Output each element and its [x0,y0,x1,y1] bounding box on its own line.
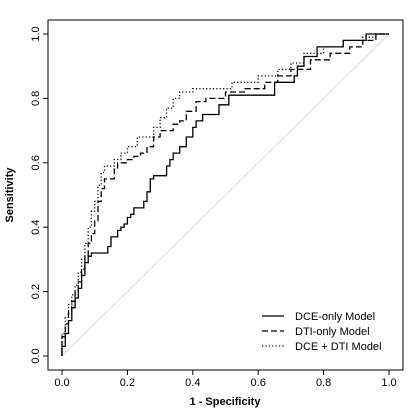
x-tick-label: 0.0 [54,377,69,389]
reference-layer [61,33,390,357]
y-axis: 0.0 0.2 0.4 0.6 0.8 1.0 [30,26,49,364]
legend-label-3: DCE + DTI Model [295,341,382,353]
series-line-2 [61,33,389,356]
x-tick-label: 1.0 [381,377,396,389]
legend-label-1: DCE-only Model [295,311,375,323]
x-axis: 0.0 0.2 0.4 0.6 0.8 1.0 [54,369,397,389]
y-axis-title: Sensitivity [4,167,16,223]
y-tick-label: 0.6 [30,155,42,170]
x-tick-label: 0.2 [120,377,135,389]
legend: DCE-only Model DTI-only Model DCE + DTI Mo… [262,311,382,353]
x-tick-label: 0.4 [185,377,200,389]
x-tick-label: 0.8 [316,377,331,389]
y-tick-label: 1.0 [30,26,42,41]
y-tick-label: 0.8 [30,91,42,106]
y-tick-label: 0.0 [30,348,42,363]
series-layer [61,33,389,356]
legend-label-2: DTI-only Model [295,326,370,338]
reference-diagonal-line [61,33,390,357]
x-tick-label: 0.6 [251,377,266,389]
x-axis-title: 1 - Specificity [190,396,262,408]
y-tick-label: 0.4 [30,220,42,235]
y-tick-label: 0.2 [30,284,42,299]
